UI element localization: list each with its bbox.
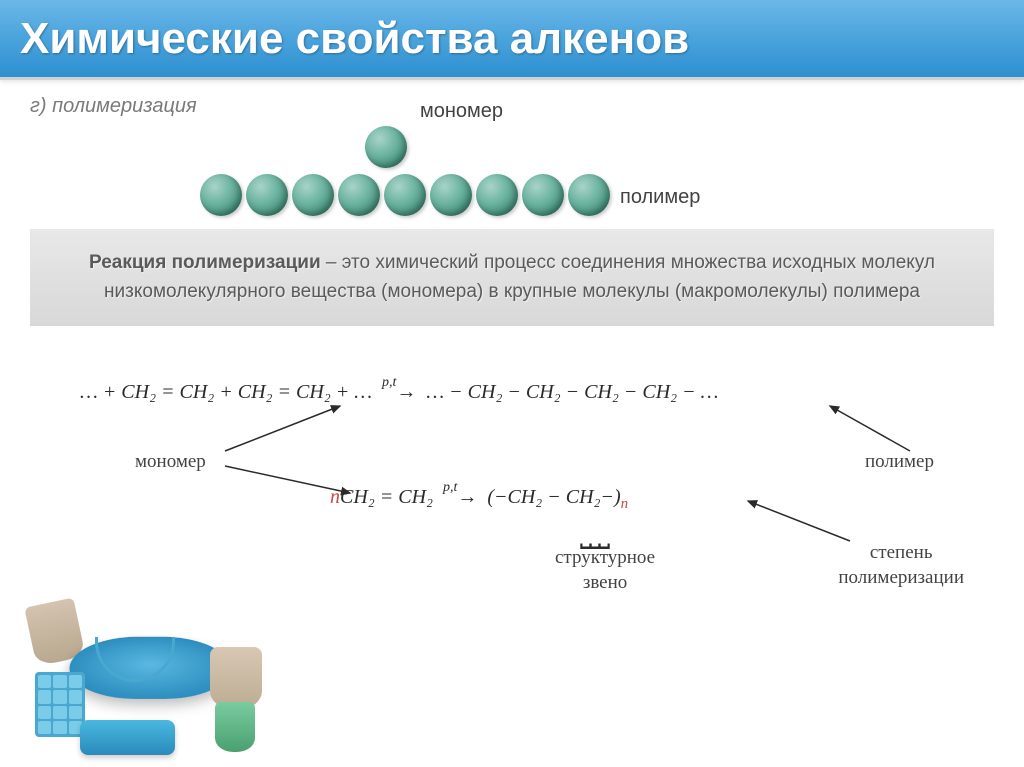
eq2-arrow: → — [457, 486, 477, 508]
polymer-sphere — [246, 174, 288, 216]
monomer-label: мономер — [420, 100, 503, 123]
page-title: Химические свойства алкенов — [20, 14, 689, 64]
eq1-arrow: → — [396, 381, 416, 403]
slide-header: Химические свойства алкенов — [0, 0, 1024, 80]
polymer-sphere — [476, 174, 518, 216]
annotation-polymer: полимер — [865, 451, 934, 473]
polymer-sphere — [430, 174, 472, 216]
eq2-left: CH₂ = CH₂ — [340, 486, 433, 508]
equation-1: … + CH₂ = CH₂ + CH₂ = CH₂ + … p,t→ … − C… — [80, 381, 718, 404]
eq1-right: … − CH₂ − CH₂ − CH₂ − CH₂ − … — [426, 381, 718, 403]
arrow-monomer-up — [220, 401, 350, 456]
polymer-sphere — [338, 174, 380, 216]
eq2-n-coefficient: n — [330, 486, 340, 508]
polymer-label: полимер — [620, 186, 994, 209]
polymer-sphere — [522, 174, 564, 216]
eq1-conditions: p,t — [382, 375, 396, 390]
equation-2: nCH₂ = CH₂ p,t→ (−CH₂ − CH₂−)n — [330, 486, 628, 513]
definition-box: Реакция полимеризации – это химический п… — [30, 229, 994, 326]
monomer-sphere — [365, 126, 407, 168]
eq2-conditions: p,t — [443, 480, 457, 495]
subtitle-row: г) полимеризация — [30, 95, 994, 118]
plastic-tray-icon — [80, 720, 175, 755]
arrow-degree — [740, 496, 860, 546]
annotation-degree: степень полимеризации — [838, 541, 964, 590]
annotation-structural-unit: структурное звено — [555, 546, 655, 595]
arrow-polymer-up — [820, 401, 920, 456]
polymer-sphere — [384, 174, 426, 216]
eq1-left: … + CH₂ = CH₂ + CH₂ = CH₂ + … — [80, 381, 372, 403]
plastic-cup-icon — [210, 647, 262, 709]
section-subtitle: г) полимеризация — [30, 95, 197, 118]
annotation-monomer: мономер — [135, 451, 206, 473]
plastic-products-illustration — [25, 582, 275, 747]
polymer-sphere — [568, 174, 610, 216]
polymer-sphere — [292, 174, 334, 216]
plastic-cup-green-icon — [215, 702, 255, 752]
eq2-n-subscript: n — [621, 496, 629, 512]
eq2-right: (−CH₂ − CH₂−) — [487, 486, 620, 508]
slide-content: г) полимеризация мономер полимер Реакция… — [0, 80, 1024, 656]
ice-tray-icon — [35, 672, 85, 737]
definition-term: Реакция полимеризации — [89, 252, 321, 273]
structural-brace: ⎵⎵⎵ — [580, 516, 607, 550]
polymer-sphere — [200, 174, 242, 216]
